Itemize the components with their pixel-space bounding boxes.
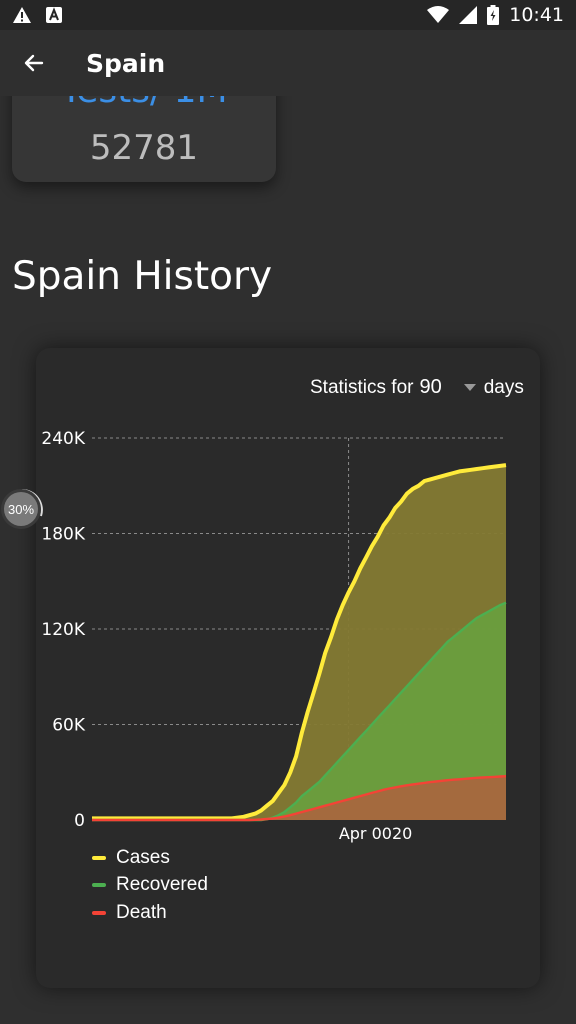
- statistics-prefix: Statistics for: [310, 376, 414, 398]
- legend-item-death: Death: [92, 899, 208, 927]
- section-title: Spain History: [12, 254, 273, 299]
- legend-swatch-cases: [92, 855, 106, 860]
- page-title: Spain: [86, 48, 166, 78]
- legend-swatch-death: [92, 910, 106, 915]
- legend-label: Recovered: [116, 874, 208, 896]
- status-bar: 10:41: [0, 0, 576, 30]
- app-bar: Spain: [0, 30, 576, 96]
- statistics-selector: Statistics for 90 days: [310, 376, 524, 399]
- zoom-progress-ring: [21, 489, 43, 517]
- chart-legend: Cases Recovered Death: [92, 844, 208, 927]
- legend-item-recovered: Recovered: [92, 872, 208, 900]
- legend-label: Death: [116, 901, 167, 923]
- legend-label: Cases: [116, 846, 170, 868]
- stat-value: 52781: [89, 128, 199, 168]
- zoom-badge[interactable]: 30%: [4, 492, 38, 526]
- statistics-suffix: days: [483, 376, 524, 398]
- warning-icon: [13, 7, 31, 23]
- status-time: 10:41: [509, 4, 564, 26]
- signal-icon: [459, 6, 478, 24]
- statistics-days-value[interactable]: 90: [419, 376, 442, 398]
- legend-swatch-recovered: [92, 883, 106, 888]
- wifi-icon: [427, 6, 450, 23]
- battery-icon: [487, 5, 500, 25]
- legend-item-cases: Cases: [92, 844, 208, 872]
- dropdown-arrow-icon[interactable]: [463, 384, 476, 391]
- arrow-left-icon[interactable]: [22, 51, 46, 75]
- accessibility-icon: [46, 7, 62, 23]
